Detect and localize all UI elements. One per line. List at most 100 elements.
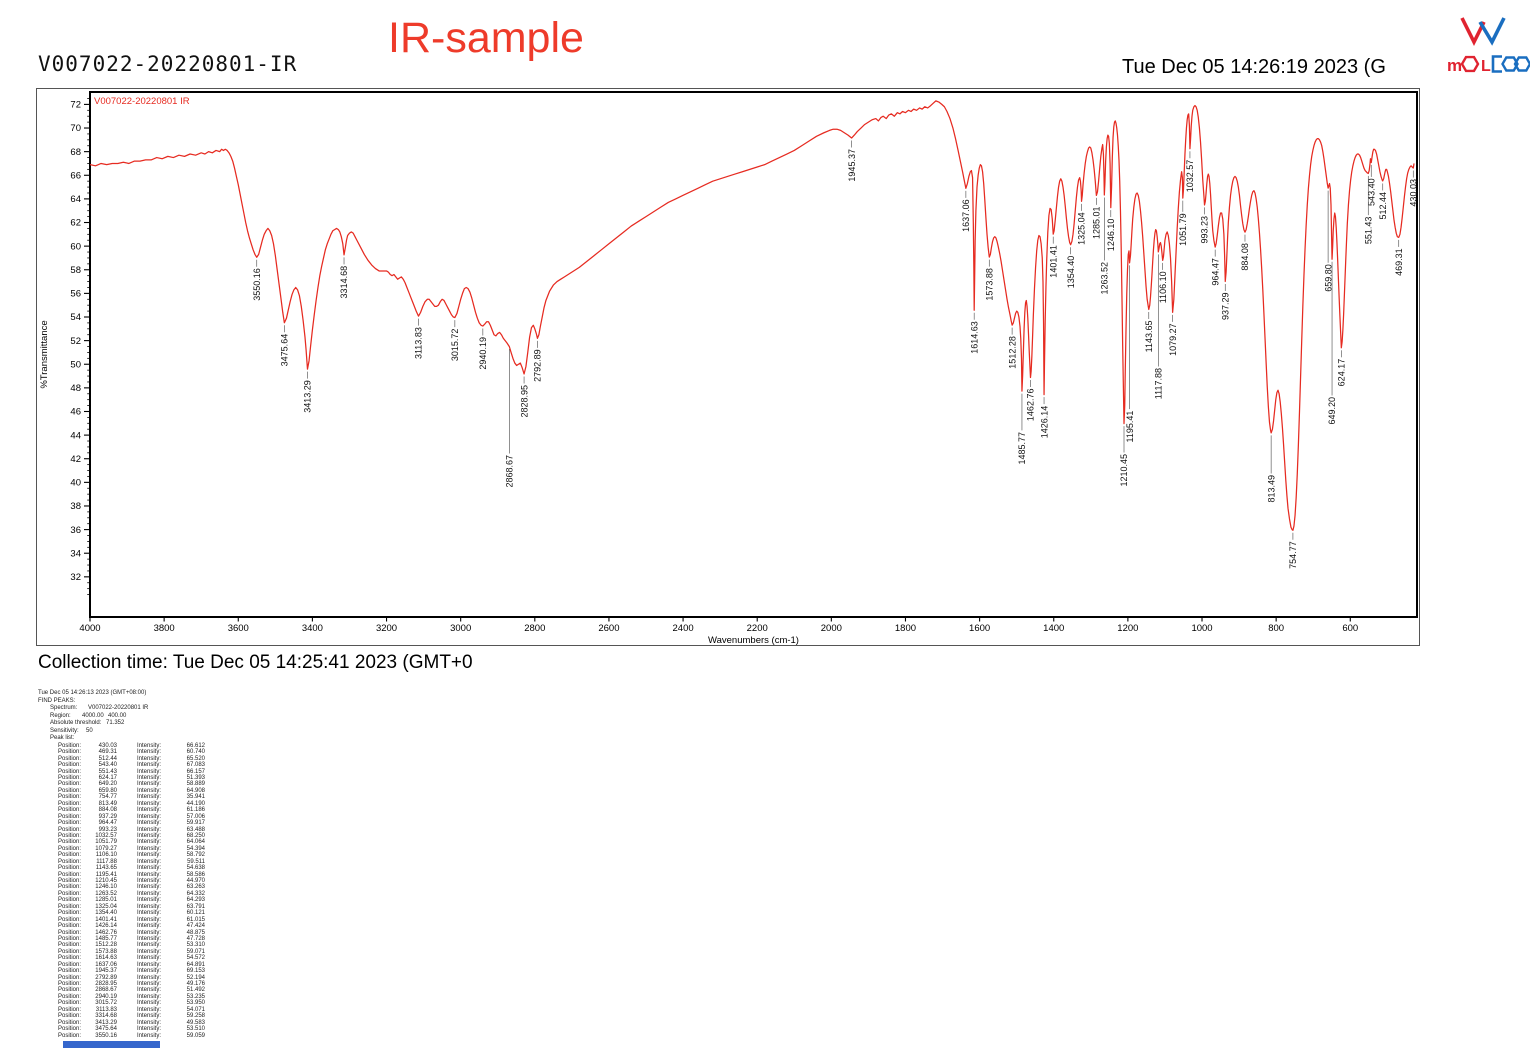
intensity-value: 53.235 [186,993,205,1000]
peak-label: 1195.41 [1125,411,1135,443]
position-label: Position: [58,1019,82,1026]
peak-label: 469.31 [1394,248,1404,276]
peak-list-row: Position: 1263.52 Intensity: 64.332 [38,891,268,897]
peak-label: 1401.41 [1048,245,1058,278]
x-tick-label: 3600 [228,623,249,634]
intensity-label: Intensity: [137,800,162,807]
position-label: Position: [58,865,82,872]
position-value: 624.17 [98,775,117,782]
y-tick-label: 32 [70,572,81,583]
x-tick-label: 2200 [747,623,768,634]
peak-list-row: Position: 2868.67 Intensity: 51.492 [38,987,268,993]
peak-label: 884.08 [1240,243,1250,271]
y-tick-label: 44 [70,430,81,441]
peak-label: 1246.10 [1106,219,1116,252]
intensity-label: Intensity: [137,807,162,814]
x-tick-label: 2400 [673,623,694,634]
intensity-label: Intensity: [137,1006,162,1013]
peak-label: 512.44 [1378,192,1388,220]
peak-list-row: Position: 1051.79 Intensity: 64.064 [38,839,268,845]
position-label: Position: [58,852,82,859]
intensity-label: Intensity: [137,884,162,891]
intensity-value: 49.583 [186,1019,205,1026]
position-label: Position: [58,813,82,820]
y-tick-label: 54 [70,312,81,323]
position-value: 754.77 [98,794,117,801]
x-tick-label: 3400 [302,623,323,634]
position-value: 1512.28 [95,942,117,949]
x-tick-label: 2600 [598,623,619,634]
peak-list-row: Position: 1614.63 Intensity: 54.572 [38,955,268,961]
peak-label: 1426.14 [1039,406,1049,439]
peak-list-row: Position: 3550.16 Intensity: 59.059 [38,1033,268,1039]
intensity-label: Intensity: [137,1000,162,1007]
intensity-label: Intensity: [137,948,162,955]
intensity-label: Intensity: [137,961,162,968]
intensity-label: Intensity: [137,968,162,975]
peak-label: 813.49 [1266,475,1276,503]
intensity-value: 65.520 [186,755,205,762]
peak-label: 1032.57 [1185,160,1195,193]
find-peaks-sensitivity: Sensitivity: 50 [50,727,93,734]
intensity-label: Intensity: [137,878,162,885]
intensity-value: 60.121 [186,910,205,917]
intensity-label: Intensity: [137,1019,162,1026]
intensity-label: Intensity: [137,794,162,801]
intensity-value: 59.059 [186,1032,205,1039]
y-tick-label: 64 [70,194,81,205]
peak-list-row: Position: 1195.41 Intensity: 58.586 [38,872,268,878]
position-label: Position: [58,1026,82,1033]
position-value: 1263.52 [95,890,117,897]
peak-label: 3550.16 [252,268,262,301]
peak-list-row: Position: 1079.27 Intensity: 54.394 [38,846,268,852]
intensity-value: 64.064 [186,839,205,846]
intensity-label: Intensity: [137,858,162,865]
x-axis-title: Wavenumbers (cm-1) [708,635,799,646]
intensity-value: 63.263 [186,884,205,891]
intensity-label: Intensity: [137,993,162,1000]
peak-label: 3314.68 [339,266,349,299]
y-tick-label: 60 [70,241,81,252]
y-tick-label: 40 [70,478,81,489]
intensity-label: Intensity: [137,1032,162,1039]
peak-list-row: Position: 884.08 Intensity: 61.186 [38,807,268,813]
x-tick-label: 3800 [154,623,175,634]
peak-label: 1325.04 [1077,212,1087,245]
peak-label: 1637.06 [961,199,971,232]
position-value: 1210.45 [95,878,117,885]
position-value: 1462.76 [95,929,117,936]
intensity-value: 64.293 [186,897,205,904]
position-value: 1945.37 [95,968,117,975]
intensity-value: 52.194 [186,974,205,981]
position-label: Position: [58,755,82,762]
peak-list-row: Position: 3113.83 Intensity: 54.071 [38,1007,268,1013]
y-tick-label: 56 [70,289,81,300]
position-label: Position: [58,749,82,756]
peak-label: 1051.79 [1178,213,1188,246]
position-label: Position: [58,884,82,891]
y-tick-label: 52 [70,336,81,347]
peak-label: 3475.64 [280,334,290,367]
peak-list-row: Position: 3314.68 Intensity: 59.258 [38,1013,268,1019]
logo-red-v-icon [1460,17,1486,47]
legend-series-label: V007022-20220801 IR [94,96,190,107]
intensity-label: Intensity: [137,903,162,910]
intensity-label: Intensity: [137,974,162,981]
position-label: Position: [58,929,82,936]
intensity-label: Intensity: [137,839,162,846]
position-label: Position: [58,890,82,897]
intensity-value: 51.393 [186,775,205,782]
intensity-value: 48.875 [186,929,205,936]
intensity-label: Intensity: [137,742,162,749]
position-value: 1573.88 [95,948,117,955]
ir-spectrum-chart: 32 34 36 38 40 42 44 46 48 50 52 54 56 58 60 62 64 66 68 70… [30,84,1426,654]
intensity-value: 44.190 [186,800,205,807]
position-value: 2868.67 [95,987,117,994]
y-tick-label: 48 [70,383,81,394]
position-label: Position: [58,1000,82,1007]
find-peaks-region: Region: 4000.00 400.00 [50,712,127,719]
peak-list-row: Position: 512.44 Intensity: 65.520 [38,756,268,762]
peak-list-row: Position: 2828.95 Intensity: 49.176 [38,981,268,987]
position-value: 3015.72 [95,1000,117,1007]
